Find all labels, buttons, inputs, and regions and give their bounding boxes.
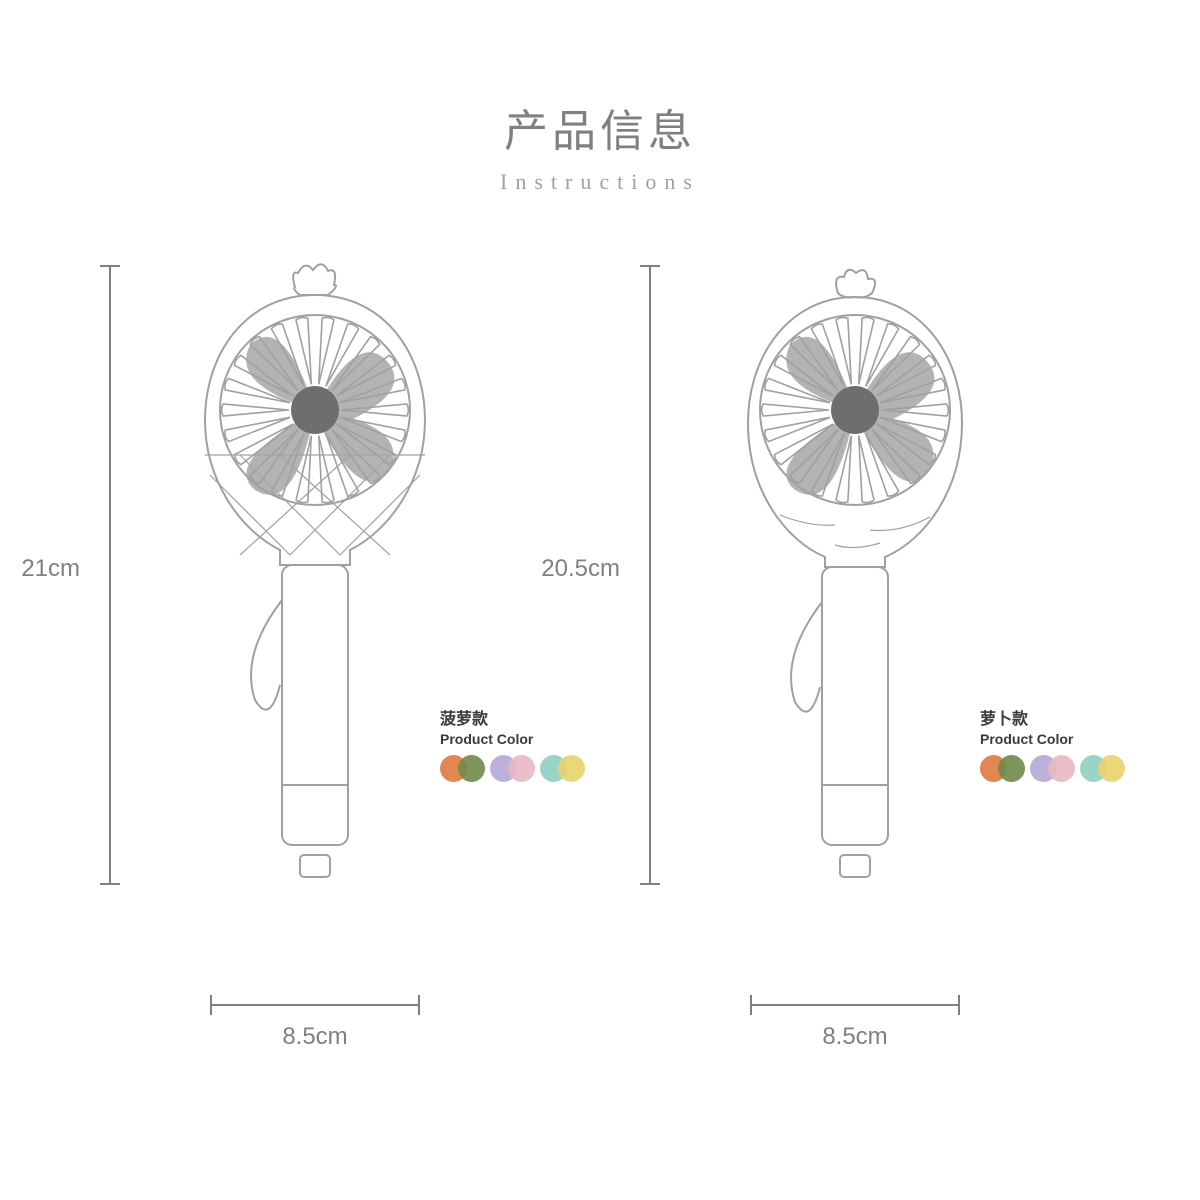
fan-illustration-pineapple [200,255,430,895]
width-dimension: 8.5cm [210,995,420,1015]
product-panel-pineapple: 21cm [60,255,580,1055]
color-swatches [980,755,1180,783]
height-label: 20.5cm [541,555,620,583]
color-swatch [998,755,1025,782]
color-swatch [508,755,535,782]
page-title: 产品信息 [0,0,1200,159]
height-label: 21cm [21,555,80,583]
page-subtitle: Instructions [0,169,1200,195]
color-swatch [1098,755,1125,782]
width-label: 8.5cm [822,1023,887,1051]
variant-name-cn: 萝卜款 [980,705,1180,729]
color-swatch [558,755,585,782]
product-panel-radish: 20.5cm [600,255,1120,1055]
height-dimension: 20.5cm [640,265,660,885]
color-swatch [1048,755,1075,782]
color-block-radish: 萝卜款 Product Color [980,705,1180,783]
width-dimension: 8.5cm [750,995,960,1015]
variant-name-en: Product Color [980,731,1180,747]
color-swatch [458,755,485,782]
width-label: 8.5cm [282,1023,347,1051]
height-dimension: 21cm [100,265,120,885]
fan-illustration-radish [740,255,970,895]
diagram-container: 21cm [0,255,1200,1155]
